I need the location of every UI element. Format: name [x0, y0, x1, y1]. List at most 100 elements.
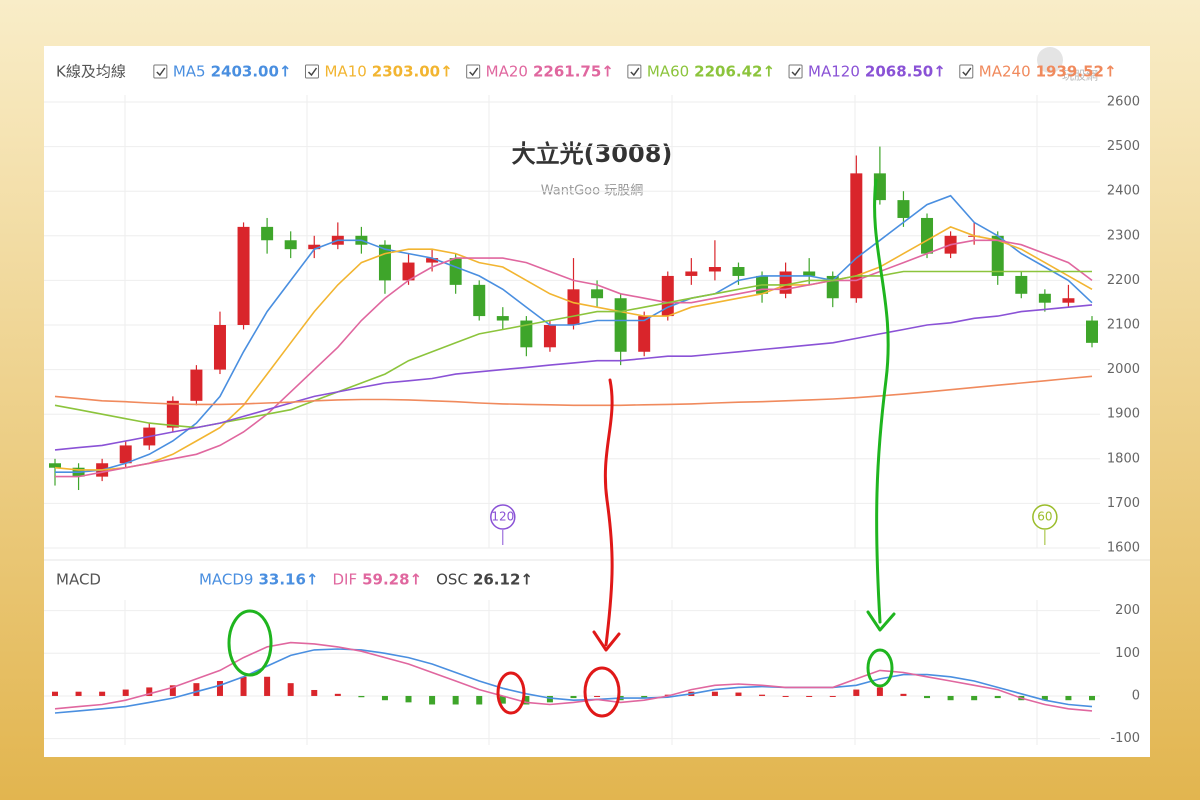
candle-body [567, 289, 580, 325]
candle-body [614, 298, 627, 352]
legend-name: OSC [436, 571, 468, 589]
osc-bar [1089, 695, 1095, 701]
osc-bar [311, 689, 318, 696]
candle-body [543, 325, 556, 348]
osc-bar [358, 695, 365, 698]
candle-body [473, 284, 486, 317]
osc-bar [947, 695, 954, 701]
checkbox [466, 64, 481, 79]
candle-body [638, 316, 651, 352]
y-tick-label: 2400 [1107, 184, 1140, 199]
legend-name: MA120 [808, 63, 860, 81]
candle-body [1015, 275, 1028, 294]
checkmark [469, 67, 479, 77]
osc-bar [240, 676, 247, 696]
red-circle [496, 671, 526, 715]
y-tick-label: -100 [1110, 731, 1140, 746]
candle-body [49, 463, 61, 468]
candle-body [1062, 298, 1075, 303]
red-arrowhead [592, 630, 621, 652]
candle-body [803, 271, 816, 276]
osc-bar [169, 685, 176, 696]
osc-bar [429, 695, 436, 705]
green-arrow [873, 178, 890, 624]
osc-bar [264, 676, 271, 696]
annotations [227, 178, 896, 718]
green-circle [866, 648, 894, 688]
osc-bar [759, 694, 766, 696]
candle-body [426, 258, 439, 263]
y-tick-label: 200 [1115, 603, 1140, 618]
osc-bar [994, 695, 1001, 699]
checkbox [788, 64, 803, 79]
vertical-grid [124, 95, 1038, 745]
candle-body [708, 267, 721, 272]
osc-bar [735, 692, 742, 696]
y-tick-label: 2000 [1107, 362, 1140, 377]
y-tick-label: 2600 [1107, 95, 1140, 110]
candle-body [591, 289, 604, 299]
candle-body [685, 271, 698, 276]
y-tick-label: 2300 [1107, 228, 1140, 243]
checkmark [307, 67, 318, 77]
osc-bar [876, 687, 883, 696]
osc-bar [75, 691, 82, 696]
candle-body [496, 316, 509, 321]
legend-value: 2261.75↑ [533, 63, 614, 81]
osc-bar [381, 695, 388, 701]
legend-value: 26.12↑ [473, 571, 533, 589]
panel-label: K線及均線 [56, 63, 126, 81]
legend-value: 2403.00↑ [211, 63, 292, 81]
candle-body [1086, 320, 1098, 343]
candle-body [449, 258, 462, 285]
osc-bar [405, 695, 412, 703]
legend-value: 33.16↑ [258, 571, 318, 589]
marker-circle [490, 504, 516, 530]
green-circle [227, 609, 273, 677]
candle-body [850, 173, 863, 299]
candle-body [991, 235, 1004, 276]
y-tick-label: 2500 [1107, 139, 1140, 154]
osc-bar [1041, 695, 1048, 701]
marker-circle [1032, 504, 1058, 530]
osc-bar [829, 695, 836, 697]
marker-label: 60 [1037, 510, 1052, 524]
legend-name: DIF [333, 571, 358, 589]
checkbox [959, 64, 974, 79]
panel-label: MACD [56, 571, 101, 589]
candle-body [166, 400, 179, 428]
candle-body [119, 445, 132, 464]
osc-bar [146, 687, 153, 696]
red-arrow [603, 378, 614, 647]
y-tick-label: 0 [1132, 688, 1140, 703]
plots: 1600170018001900200021002200230024002500… [44, 63, 1140, 746]
watermark: 玩股網 [1062, 69, 1098, 83]
ma-line [54, 304, 1093, 451]
osc-bar [570, 695, 577, 699]
candle-body [284, 240, 297, 250]
osc-bar [546, 695, 553, 703]
y-tick-label: 1900 [1107, 407, 1140, 422]
green-arrowhead [866, 610, 896, 632]
osc-bar [476, 695, 483, 705]
ma-line [55, 194, 1093, 473]
marker-label: 120 [491, 510, 514, 524]
checkmark [791, 67, 801, 77]
legend-value: 2068.50↑ [865, 63, 946, 81]
candle-body [308, 244, 321, 250]
legend-value: 2303.00↑ [372, 63, 453, 81]
candle-body [732, 267, 745, 276]
osc-bar [924, 695, 931, 699]
y-tick-label: 1800 [1107, 451, 1140, 466]
osc-bar [711, 691, 718, 696]
osc-bar [52, 691, 58, 696]
ma-line [54, 375, 1093, 407]
checkbox [627, 64, 642, 79]
osc-bar [216, 681, 223, 696]
candle-body [897, 200, 910, 218]
osc-bar [971, 695, 978, 701]
legend-name: MA20 [486, 63, 528, 81]
osc-bar [499, 695, 506, 704]
candle-body [1038, 293, 1051, 303]
